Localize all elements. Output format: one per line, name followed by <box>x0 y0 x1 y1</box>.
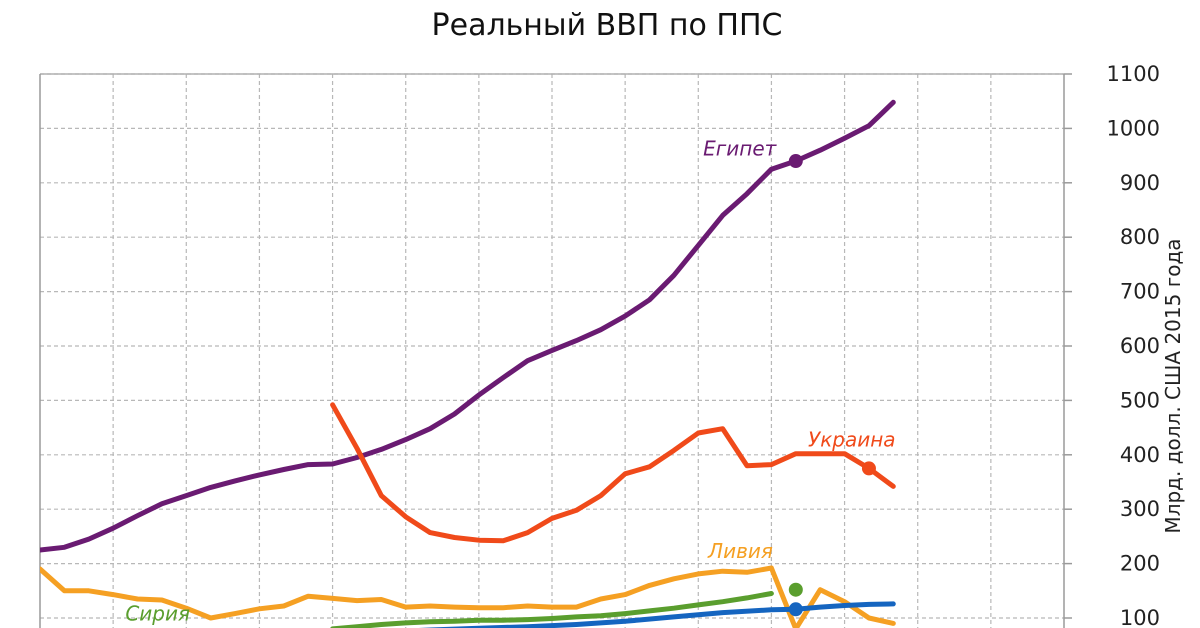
y-tick-label: 700 <box>1120 280 1160 304</box>
series-line-3 <box>330 591 774 628</box>
y-tick-label: 300 <box>1120 497 1160 521</box>
y-tick-label: 500 <box>1120 388 1160 412</box>
series-label: Украина <box>808 428 896 452</box>
y-tick-label: 600 <box>1120 334 1160 358</box>
series-line-4 <box>418 601 896 628</box>
y-tick-label: 100 <box>1120 606 1160 628</box>
series-line-0 <box>40 99 896 553</box>
series-line-2 <box>40 565 896 628</box>
series-marker <box>788 602 803 617</box>
y-tick-label: 200 <box>1120 552 1160 576</box>
y-tick-label: 800 <box>1120 225 1160 249</box>
series-label: Ливия <box>707 539 773 563</box>
series-marker <box>788 154 803 169</box>
y-axis-title: Млрд. долл. США 2015 года <box>1161 238 1185 533</box>
series-marker <box>788 582 803 597</box>
series-marker <box>861 461 876 476</box>
y-tick-label: 900 <box>1120 171 1160 195</box>
series-label: Египет <box>703 137 778 161</box>
series-line-1 <box>330 402 896 544</box>
chart-title: Реальный ВВП по ППС <box>431 8 783 43</box>
y-tick-label: 400 <box>1120 443 1160 467</box>
series-label: Сирия <box>125 602 190 626</box>
y-tick-label: 1100 <box>1107 62 1160 86</box>
y-tick-label: 1000 <box>1107 116 1160 140</box>
series-group <box>40 99 896 628</box>
